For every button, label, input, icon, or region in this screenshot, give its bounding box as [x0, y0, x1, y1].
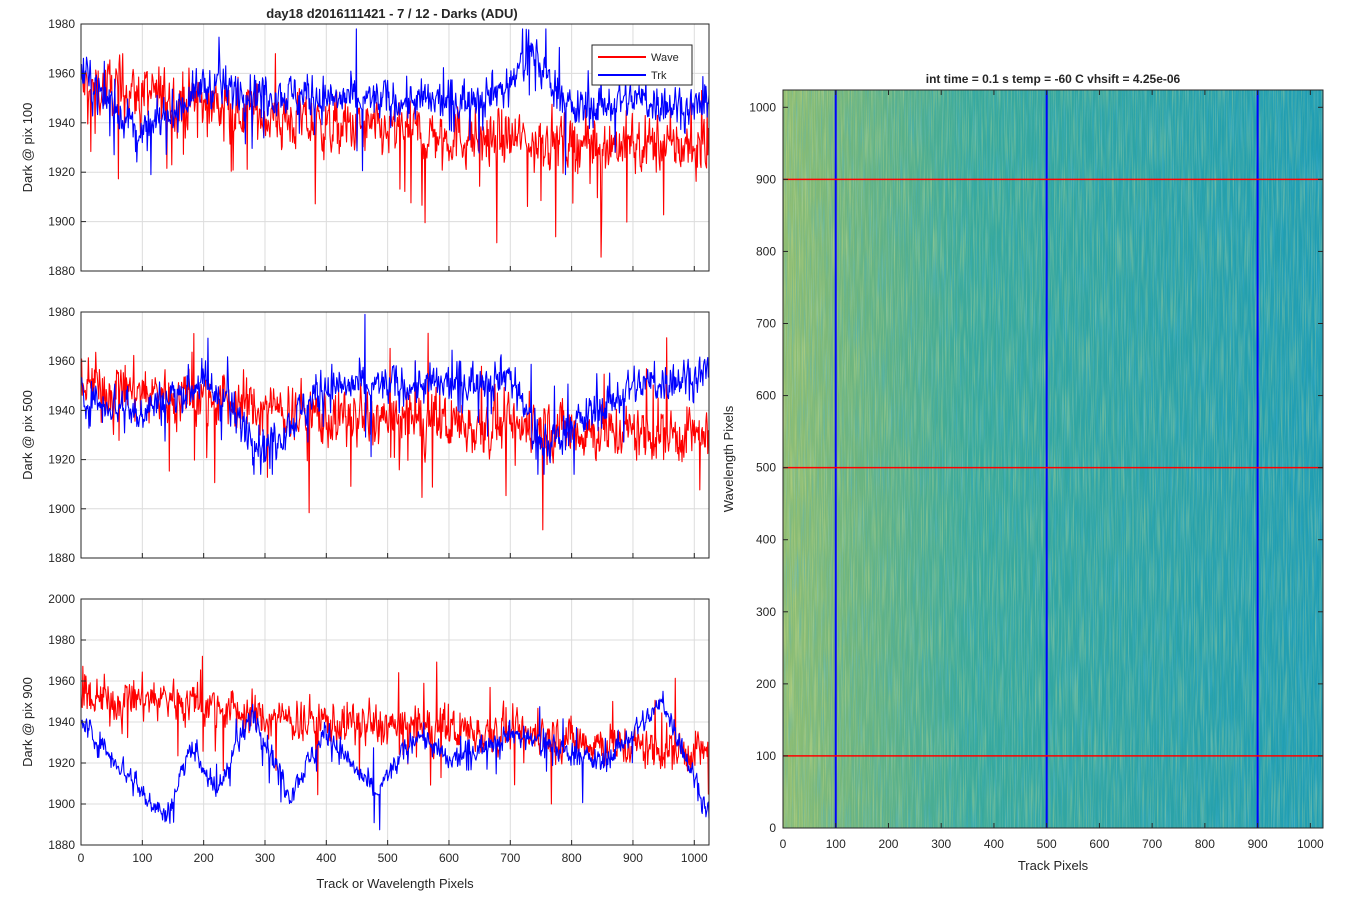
y-axis-label: Dark @ pix 500: [20, 390, 35, 480]
y-tick-label: 1900: [48, 215, 75, 229]
legend: Wave Trk: [591, 44, 693, 86]
y-tick-label: 1900: [48, 797, 75, 811]
series-line-trk: [80, 690, 710, 831]
y-axis-label: Dark @ pix 100: [20, 103, 35, 193]
heatmap-y-tick-label: 300: [756, 605, 776, 619]
y-tick-label: 1920: [48, 165, 75, 179]
y-tick-label: 1960: [48, 674, 75, 688]
x-axis-label: Track or Wavelength Pixels: [316, 876, 474, 891]
heatmap-x-tick-label: 200: [878, 837, 898, 851]
legend-wave-label: Wave: [651, 52, 679, 64]
series-line-trk: [80, 28, 710, 176]
line-panel-dark-pix-500: 1880 1900 1920 1940 1960 1980 Dark @ pix 500: [20, 305, 710, 565]
axes-box: [80, 311, 710, 559]
x-tick-label: 200: [194, 851, 214, 865]
x-tick-label: 800: [562, 851, 582, 865]
x-tick-label: 700: [500, 851, 520, 865]
series-line-trk: [80, 313, 710, 475]
heatmap-y-tick-label: 700: [756, 317, 776, 331]
x-tick-label: 400: [316, 851, 336, 865]
heatmap-y-tick-label: 500: [756, 461, 776, 475]
y-tick-label: 1940: [48, 715, 75, 729]
heatmap-x-tick-label: 600: [1089, 837, 1109, 851]
heatmap-y-tick-label: 0: [769, 821, 776, 835]
heatmap-x-tick-label: 100: [826, 837, 846, 851]
heatmap-y-tick-label: 200: [756, 677, 776, 691]
y-tick-label: 1980: [48, 633, 75, 647]
y-tick-label: 1880: [48, 551, 75, 565]
heatmap-y-tick-label: 800: [756, 244, 776, 258]
axes-box: [80, 23, 710, 272]
y-tick-label: 1880: [48, 264, 75, 278]
x-tick-label: 1000: [681, 851, 708, 865]
heatmap-axes-box: [782, 89, 1324, 829]
x-tick-label: 0: [78, 851, 85, 865]
heatmap-panel: 0 100 200 300 400 500 600 700 800 900 1000 0 100 200 3…: [749, 89, 1324, 851]
heatmap-y-tick-label: 100: [756, 749, 776, 763]
series-line-wave: [80, 53, 710, 258]
x-tick-label: 100: [132, 851, 152, 865]
y-tick-label: 1920: [48, 453, 75, 467]
legend-box: [591, 44, 693, 86]
figure-title: day18 d2016111421 - 7 / 12 - Darks (ADU): [266, 6, 517, 21]
heatmap-x-tick-label: 300: [931, 837, 951, 851]
y-tick-label: 1960: [48, 354, 75, 368]
heatmap-texture-cool: [783, 90, 1323, 828]
y-tick-label: 1960: [48, 66, 75, 80]
heatmap-y-tick-label: 900: [756, 172, 776, 186]
heatmap-x-tick-label: 900: [1248, 837, 1268, 851]
line-panel-dark-pix-900: 1880 1900 1920 1940 1960 1980 2000 0 100 200 300 40…: [20, 592, 710, 865]
heatmap-title: int time = 0.1 s temp = -60 C vhsift = 4…: [926, 72, 1181, 86]
heatmap-x-tick-label: 700: [1142, 837, 1162, 851]
y-tick-label: 1940: [48, 116, 75, 130]
heatmap-y-label: Wavelength Pixels: [721, 405, 736, 512]
y-tick-label: 1900: [48, 502, 75, 516]
y-tick-label: 1920: [48, 756, 75, 770]
y-tick-label: 2000: [48, 592, 75, 606]
y-tick-label: 1880: [48, 838, 75, 852]
heatmap-x-tick-label: 500: [1037, 837, 1057, 851]
heatmap-y-tick-label: 600: [756, 389, 776, 403]
x-tick-label: 900: [623, 851, 643, 865]
y-axis-label: Dark @ pix 900: [20, 677, 35, 767]
y-tick-label: 1980: [48, 305, 75, 319]
y-tick-label: 1940: [48, 403, 75, 417]
x-tick-label: 300: [255, 851, 275, 865]
heatmap-y-tick-label: 400: [756, 533, 776, 547]
heatmap-x-tick-label: 400: [984, 837, 1004, 851]
heatmap-x-label: Track Pixels: [1018, 858, 1089, 873]
heatmap-x-tick-label: 800: [1195, 837, 1215, 851]
y-tick-label: 1980: [48, 17, 75, 31]
x-tick-label: 600: [439, 851, 459, 865]
legend-trk-label: Trk: [651, 70, 667, 82]
heatmap-x-tick-label: 0: [780, 837, 787, 851]
heatmap-x-tick-label: 1000: [1297, 837, 1324, 851]
x-tick-label: 500: [378, 851, 398, 865]
heatmap-y-tick-label: 1000: [749, 100, 776, 114]
